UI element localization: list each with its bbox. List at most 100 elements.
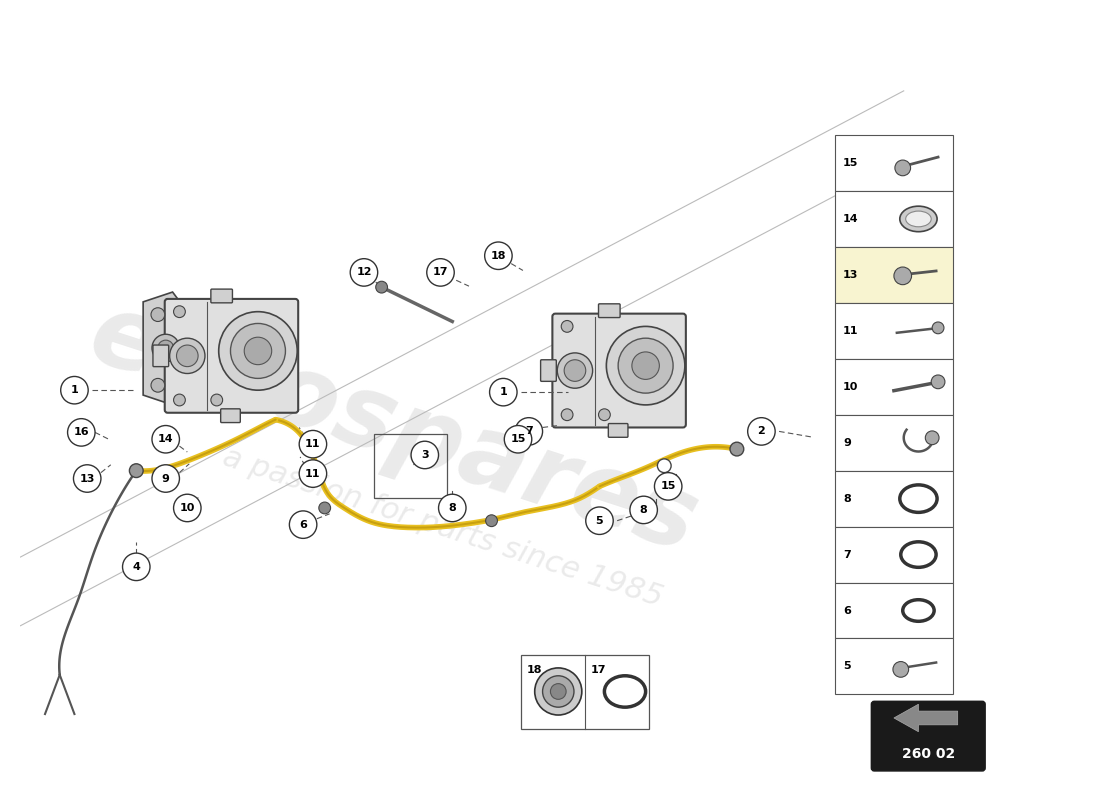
Circle shape (586, 507, 613, 534)
Text: 13: 13 (843, 270, 858, 280)
Text: 5: 5 (843, 662, 850, 671)
Ellipse shape (604, 676, 646, 707)
Circle shape (654, 473, 682, 500)
Text: 11: 11 (843, 326, 858, 336)
Text: 17: 17 (591, 665, 606, 675)
Circle shape (606, 326, 685, 405)
Text: 10: 10 (843, 382, 858, 392)
Ellipse shape (909, 549, 928, 561)
Text: 6: 6 (299, 520, 307, 530)
Text: 11: 11 (305, 469, 321, 478)
Circle shape (542, 676, 574, 707)
Circle shape (630, 496, 658, 524)
Circle shape (485, 242, 513, 270)
Circle shape (319, 502, 331, 514)
Circle shape (299, 430, 327, 458)
Circle shape (60, 377, 88, 404)
FancyBboxPatch shape (871, 702, 986, 771)
Circle shape (174, 394, 185, 406)
Text: 14: 14 (158, 434, 174, 444)
Bar (374, 434, 448, 498)
Circle shape (730, 442, 744, 456)
Circle shape (748, 418, 775, 445)
Circle shape (631, 352, 659, 379)
FancyBboxPatch shape (221, 409, 240, 422)
Circle shape (504, 426, 531, 453)
Circle shape (564, 360, 586, 382)
Circle shape (299, 460, 327, 487)
Circle shape (490, 378, 517, 406)
Text: 10: 10 (179, 503, 195, 513)
FancyBboxPatch shape (165, 299, 298, 413)
Circle shape (932, 375, 945, 389)
Bar (835, 638, 953, 694)
FancyBboxPatch shape (153, 345, 168, 366)
Text: 8: 8 (449, 503, 456, 513)
Polygon shape (143, 292, 187, 405)
Bar (835, 247, 953, 303)
Text: 8: 8 (640, 505, 648, 515)
Circle shape (174, 494, 201, 522)
Circle shape (561, 321, 573, 332)
FancyBboxPatch shape (552, 314, 686, 427)
Circle shape (152, 426, 179, 453)
Text: 14: 14 (843, 214, 858, 224)
Circle shape (289, 511, 317, 538)
Bar (835, 582, 953, 638)
Circle shape (893, 662, 909, 678)
Circle shape (516, 425, 530, 438)
Circle shape (895, 160, 911, 176)
Circle shape (550, 684, 566, 699)
Circle shape (231, 323, 285, 378)
Circle shape (169, 338, 205, 374)
Circle shape (932, 322, 944, 334)
Ellipse shape (613, 682, 638, 700)
Bar (835, 470, 953, 526)
Text: 6: 6 (843, 606, 850, 615)
Circle shape (211, 394, 222, 406)
FancyBboxPatch shape (598, 304, 620, 318)
Text: 8: 8 (843, 494, 850, 504)
Ellipse shape (908, 492, 930, 506)
Circle shape (439, 494, 466, 522)
Circle shape (158, 340, 174, 356)
Circle shape (925, 431, 939, 445)
Circle shape (174, 306, 185, 318)
Text: 7: 7 (843, 550, 850, 559)
Bar (835, 358, 953, 414)
Circle shape (894, 267, 912, 285)
Bar (521, 655, 649, 729)
Ellipse shape (905, 211, 932, 226)
Text: 4: 4 (132, 562, 140, 572)
FancyBboxPatch shape (211, 289, 232, 303)
Bar (835, 414, 953, 470)
Ellipse shape (910, 606, 927, 615)
Circle shape (558, 353, 593, 388)
Text: 1: 1 (499, 387, 507, 397)
Text: 12: 12 (356, 267, 372, 278)
Ellipse shape (901, 542, 936, 567)
Circle shape (618, 338, 673, 393)
Text: 15: 15 (510, 434, 526, 444)
Circle shape (350, 258, 377, 286)
Text: 9: 9 (162, 474, 169, 483)
Text: 18: 18 (527, 665, 542, 675)
Circle shape (151, 308, 165, 322)
Circle shape (561, 409, 573, 421)
Text: eurospares: eurospares (78, 286, 710, 574)
Circle shape (376, 282, 387, 293)
Bar (835, 303, 953, 358)
Ellipse shape (900, 485, 937, 512)
Circle shape (244, 337, 272, 365)
Circle shape (152, 334, 179, 362)
Circle shape (427, 258, 454, 286)
Text: 17: 17 (432, 267, 449, 278)
Text: 3: 3 (421, 450, 429, 460)
Text: 18: 18 (491, 250, 506, 261)
Text: a passion for parts since 1985: a passion for parts since 1985 (219, 442, 667, 613)
Bar (835, 526, 953, 582)
Text: 5: 5 (596, 516, 603, 526)
Circle shape (67, 418, 95, 446)
Circle shape (598, 409, 611, 421)
Text: 15: 15 (660, 482, 675, 491)
